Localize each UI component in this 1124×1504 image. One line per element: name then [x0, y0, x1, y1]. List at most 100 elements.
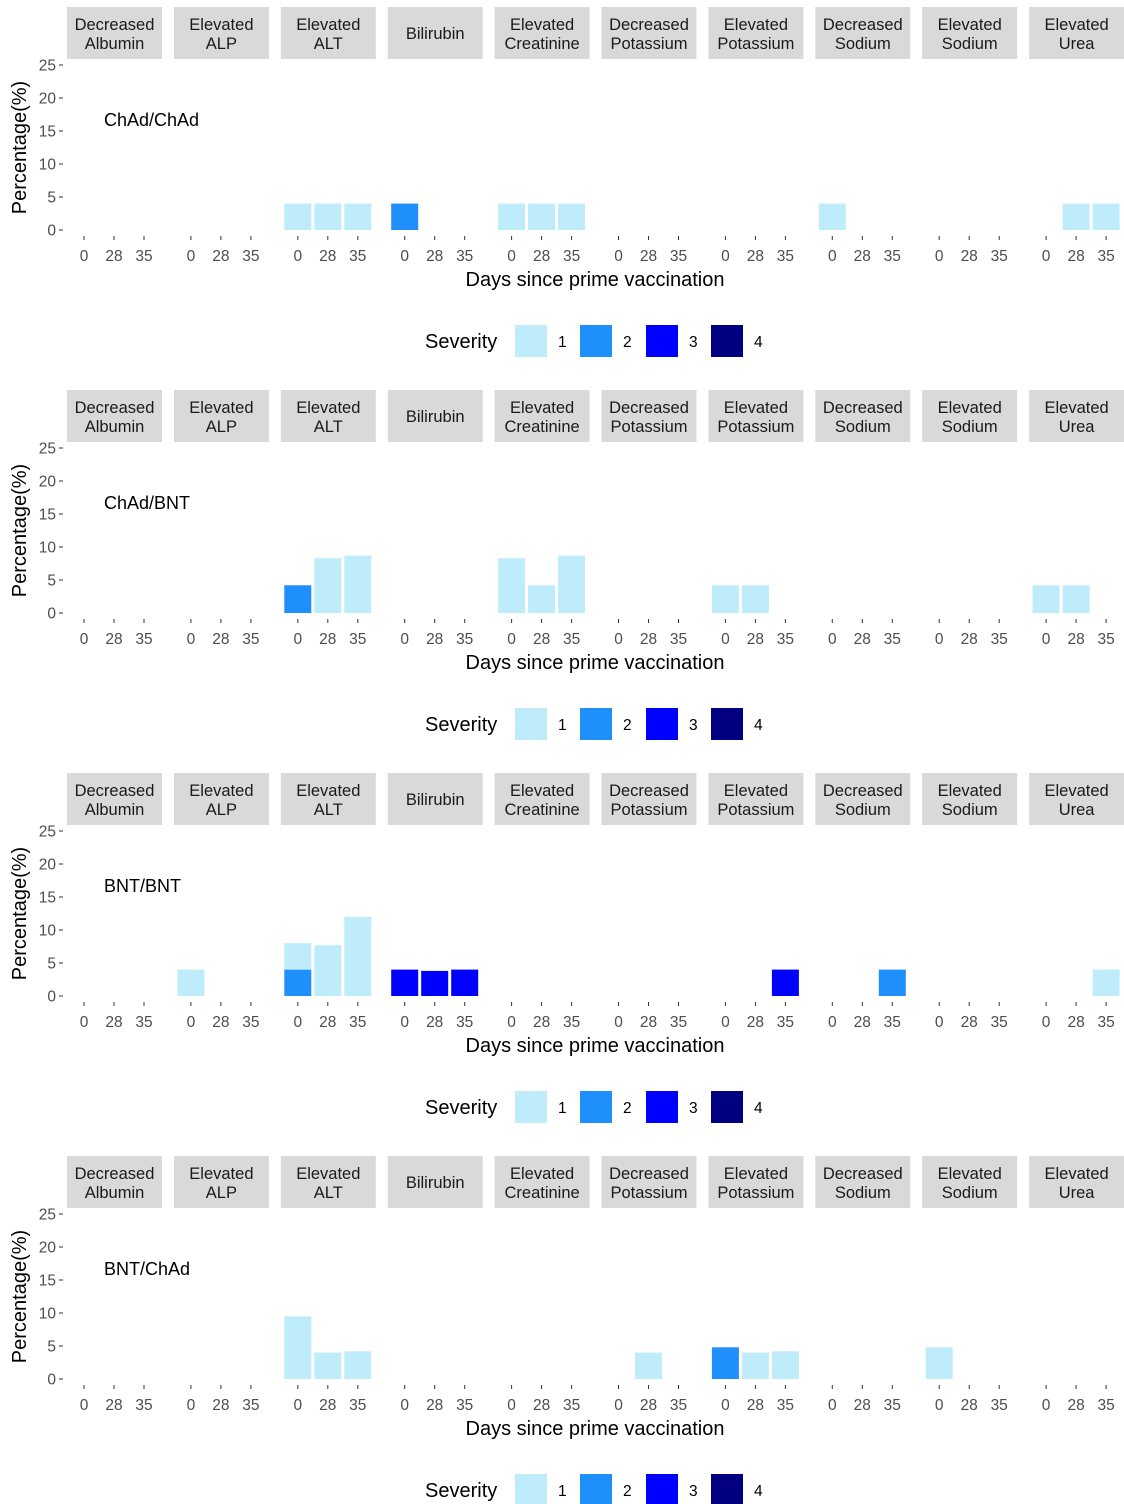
x-tick-label: 35	[991, 631, 1008, 648]
legend-key-severity-2	[580, 1474, 612, 1504]
x-tick-label: 28	[961, 248, 978, 265]
x-tick-label: 35	[563, 248, 580, 265]
bar-bilirubin-day-35	[451, 969, 479, 996]
x-tick-label: 35	[563, 631, 580, 648]
x-tick-label: 28	[319, 1397, 336, 1414]
x-tick-label: 28	[426, 1397, 443, 1414]
x-tick-label: 35	[670, 248, 687, 265]
x-tick-label: 28	[854, 1014, 871, 1031]
facet-label-line: Potassium	[610, 1184, 687, 1202]
bar-bilirubin-day-28	[421, 970, 449, 996]
facet-strip-decreased-potassium	[601, 1156, 697, 1208]
facet-strip-decreased-sodium	[815, 1156, 911, 1208]
facet-label: Elevated Urea	[1044, 16, 1108, 53]
facet-label-line: Potassium	[717, 35, 794, 53]
legend-title: Severity	[425, 1097, 497, 1119]
facet-strip-decreased-sodium	[815, 773, 911, 825]
x-tick-label: 0	[935, 1397, 944, 1414]
bar-elevated-urea-day-35	[1092, 969, 1120, 996]
group-label: ChAd/BNT	[104, 493, 190, 513]
facet-label: Elevated Sodium	[938, 16, 1002, 53]
x-tick-label: 35	[135, 248, 152, 265]
facet-label: Decreased Sodium	[823, 16, 903, 53]
legend-key-severity-3	[646, 325, 678, 357]
y-axis-title: Percentage(%)	[9, 81, 31, 214]
x-tick-label: 35	[563, 1397, 580, 1414]
facet-strip-elevated-alp	[173, 7, 269, 59]
facet-label-line: Albumin	[85, 801, 145, 819]
x-tick-label: 28	[212, 1397, 229, 1414]
x-tick-label: 28	[105, 248, 122, 265]
x-tick-label: 28	[212, 1014, 229, 1031]
facet-label: Elevated ALT	[296, 16, 360, 53]
legend-key-severity-3	[646, 708, 678, 740]
facet-label-line: Potassium	[610, 35, 687, 53]
legend-key-severity-2	[580, 325, 612, 357]
y-tick-label: 25	[39, 1207, 56, 1224]
facet-label-line: Elevated	[510, 16, 574, 34]
facet-label: Elevated Creatinine	[504, 782, 579, 819]
x-tick-label: 35	[242, 631, 259, 648]
facet-strip-bilirubin	[387, 390, 483, 442]
facet-label-line: Elevated	[189, 16, 253, 34]
bar-elevated-potassium-day-35	[771, 969, 799, 996]
facet-label: Bilirubin	[406, 791, 465, 809]
facet-label: Elevated Creatinine	[504, 399, 579, 436]
y-axis-title: Percentage(%)	[9, 1230, 31, 1363]
legend-label: 2	[623, 334, 632, 351]
x-tick-label: 0	[935, 248, 944, 265]
x-tick-label: 0	[828, 1397, 837, 1414]
facet-label-line: Creatinine	[504, 1184, 579, 1202]
x-tick-label: 0	[187, 631, 196, 648]
x-tick-label: 0	[80, 248, 89, 265]
x-tick-label: 35	[884, 248, 901, 265]
x-tick-label: 0	[187, 1397, 196, 1414]
y-tick-label: 15	[39, 890, 56, 907]
facet-strip-elevated-urea	[1029, 390, 1124, 442]
facet-strip-decreased-albumin	[67, 773, 162, 825]
x-tick-label: 0	[721, 631, 730, 648]
facet-strip-elevated-alt	[280, 1156, 376, 1208]
x-tick-label: 0	[614, 248, 623, 265]
facet-label-line: Decreased	[75, 399, 155, 417]
legend-key-severity-3	[646, 1091, 678, 1123]
facet-label-line: Decreased	[609, 399, 689, 417]
facet-label-line: Decreased	[823, 399, 903, 417]
y-tick-label: 10	[39, 1306, 57, 1323]
facet-strip-elevated-potassium	[708, 7, 804, 59]
bar-elevated-potassium-day-35	[771, 1351, 799, 1379]
x-tick-label: 28	[961, 1397, 978, 1414]
legend-key-severity-4	[711, 1474, 743, 1504]
facet-label-line: Elevated	[1044, 1165, 1108, 1183]
facet-strip-elevated-sodium	[922, 773, 1018, 825]
facet-label-line: Elevated	[938, 782, 1002, 800]
facet-label: Elevated ALP	[189, 399, 253, 436]
x-axis-title: Days since prime vaccination	[466, 269, 725, 291]
facet-label-line: Albumin	[85, 35, 145, 53]
legend-label: 3	[689, 717, 698, 734]
facet-label-line: Elevated	[296, 1165, 360, 1183]
facet-label: Elevated ALT	[296, 782, 360, 819]
x-axis-title: Days since prime vaccination	[466, 1035, 725, 1057]
bar-elevated-creatinine-day-28	[528, 203, 556, 230]
bar-elevated-creatinine-day-35	[558, 555, 586, 613]
legend-key-severity-2	[580, 708, 612, 740]
facet-label-line: Elevated	[296, 16, 360, 34]
x-tick-label: 35	[242, 248, 259, 265]
x-tick-label: 0	[507, 1014, 516, 1031]
x-tick-label: 35	[1097, 631, 1114, 648]
facet-strip-elevated-potassium	[708, 390, 804, 442]
x-tick-label: 0	[80, 1397, 89, 1414]
facet-strip-decreased-sodium	[815, 7, 911, 59]
x-tick-label: 35	[242, 1397, 259, 1414]
x-tick-label: 35	[242, 1014, 259, 1031]
x-tick-label: 0	[293, 1397, 302, 1414]
facet-strip-elevated-sodium	[922, 7, 1018, 59]
facet-strip-decreased-albumin	[67, 390, 162, 442]
x-tick-label: 28	[640, 1397, 657, 1414]
y-tick-label: 15	[39, 124, 56, 141]
facet-strip-elevated-sodium	[922, 1156, 1018, 1208]
legend-label: 1	[558, 1100, 567, 1117]
legend-label: 3	[689, 1483, 698, 1500]
